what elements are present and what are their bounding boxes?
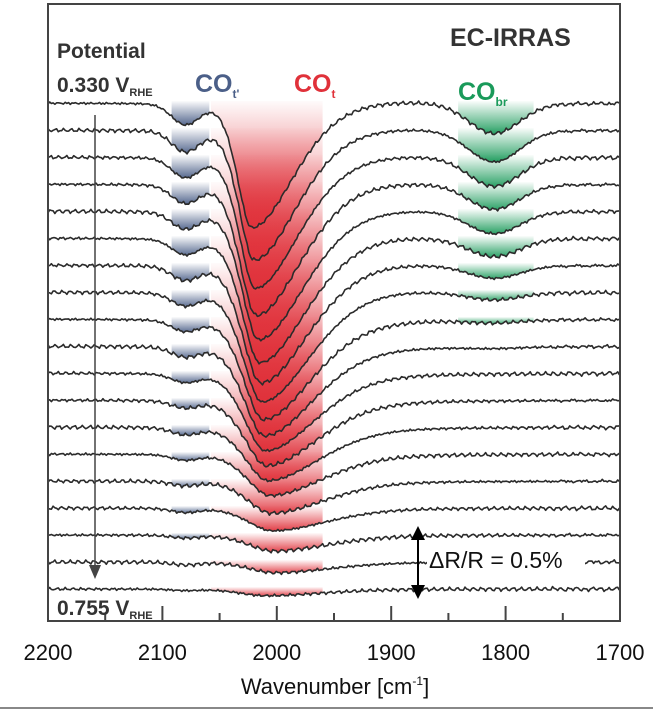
- band-fill-cot-prime: [171, 209, 210, 230]
- band-label-cobr: CObr: [458, 78, 508, 109]
- x-axis-ticks: [47, 606, 621, 621]
- band-label-cot-prime: COt': [195, 70, 239, 101]
- band-fill-cobr: [458, 317, 534, 325]
- x-tick-label: 2200: [24, 640, 73, 665]
- x-tick-label: 2000: [252, 640, 301, 665]
- spectrum-trace: [47, 289, 620, 403]
- spectrum-trace: [47, 370, 621, 453]
- band-fill-cot-prime: [171, 398, 210, 410]
- spectrum-trace: [47, 451, 620, 498]
- scale-bar: [411, 526, 425, 599]
- spectra-traces: [47, 100, 621, 598]
- band-fill-cot-prime: [171, 290, 210, 308]
- potential-start-label: 0.330 VRHE: [57, 74, 153, 99]
- spectrum-trace: [47, 182, 620, 318]
- x-axis-label: Wavenumber [cm-1]: [241, 674, 429, 699]
- spectrum-trace: [47, 585, 621, 598]
- scale-label-bg: [427, 544, 585, 574]
- spectrum-trace: [47, 397, 620, 468]
- band-fill-cot-prime: [171, 128, 210, 154]
- spectrum-trace: [47, 235, 621, 365]
- spectrum-trace: [47, 154, 620, 290]
- spectrum-trace: [47, 424, 620, 483]
- band-fill-cot: [211, 506, 323, 532]
- spectrum-trace: [47, 478, 620, 516]
- spectrum-trace: [47, 208, 620, 342]
- spectrum-trace: [47, 262, 620, 386]
- band-fill-cot-prime: [171, 155, 210, 179]
- spectrum-trace: [47, 532, 620, 554]
- band-fill-cot: [211, 533, 323, 553]
- x-tick-label: 2100: [138, 640, 187, 665]
- band-label-cot: COt: [294, 70, 336, 101]
- x-tick-label: 1700: [596, 640, 645, 665]
- band-fill-cot: [211, 587, 323, 597]
- spectrum-trace: [47, 343, 620, 438]
- x-tick-label: 1900: [367, 640, 416, 665]
- spectrum-trace: [47, 127, 620, 261]
- x-tick-label: 1800: [481, 640, 530, 665]
- spectrum-trace: [47, 100, 620, 229]
- potential-label: Potential: [57, 40, 146, 63]
- chart-title: EC-IRRAS: [450, 24, 571, 52]
- band-fill-cobr: [458, 182, 534, 211]
- band-fill-cobr: [458, 101, 534, 135]
- scale-bar-label: ΔR/R = 0.5%: [429, 547, 563, 573]
- spectrum-trace: [47, 317, 620, 422]
- band-fill-cot-prime: [171, 263, 210, 282]
- band-fill-cot-prime: [171, 182, 210, 205]
- spectrum-trace: [47, 505, 621, 533]
- potential-arrow: [89, 115, 101, 579]
- potential-end-label: 0.755 VRHE: [57, 597, 153, 622]
- band-fill-cot-prime: [171, 425, 210, 436]
- band-fill-cobr: [458, 209, 534, 235]
- band-fill-cot-prime: [171, 101, 210, 126]
- band-fill-cot-prime: [171, 236, 210, 257]
- band-fill-cobr: [458, 236, 534, 258]
